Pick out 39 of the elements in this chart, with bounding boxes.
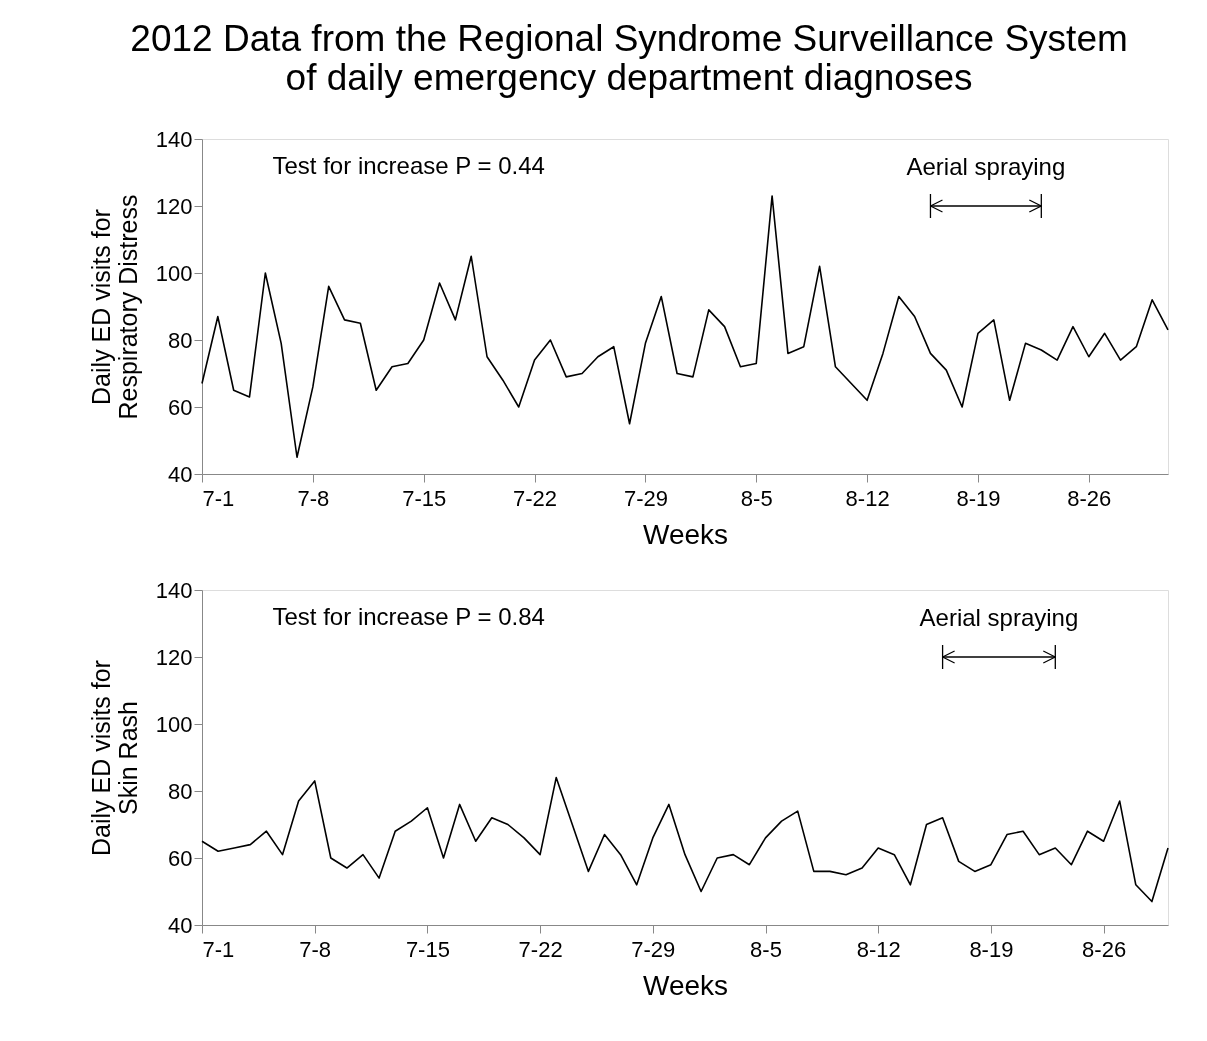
x-tick-label: 8-5 [750,936,782,962]
y-tick-label: 100 [155,260,193,286]
x-tick-label: 7-29 [623,485,668,511]
x-tick-label: 7-1 [202,485,235,511]
y-axis-title: Daily ED visits for Skin Rash [86,660,142,856]
y-tick-label: 120 [155,644,193,670]
x-tick-label: 8-12 [856,936,901,962]
y-tick-label: 140 [155,577,193,603]
y-tick-label: 100 [155,711,193,737]
x-tick-label: 8-19 [969,936,1014,962]
annotation: Test for increase P = 0.44 [272,152,545,179]
annotation: Aerial spraying [906,153,1066,180]
y-tick-label: 40 [168,912,193,938]
x-tick-label: 7-15 [405,936,450,962]
x-tick-label: 8-26 [1067,485,1112,511]
x-tick-label: 7-8 [299,936,332,962]
y-tick-label: 40 [168,461,193,487]
y-tick-label: 80 [168,778,193,804]
y-tick-label: 140 [155,126,193,152]
y-tick-label: 120 [155,193,193,219]
y-tick-label: 60 [168,845,193,871]
x-tick-label: 7-8 [297,485,330,511]
annotation: Test for increase P = 0.84 [272,603,545,630]
y-tick-label: 60 [168,394,193,420]
chart-title: 2012 Data from the Regional Syndrome Surveillance System of daily emergency department diagnoses [130,17,1128,98]
x-tick-label: 7-22 [513,485,558,511]
annotation: Aerial spraying [919,604,1079,631]
x-axis-title: Weeks [642,969,729,1001]
y-axis-title: Daily ED visits for Respiratory Distress [86,194,142,420]
x-tick-label: 7-29 [631,936,676,962]
x-axis-title: Weeks [642,518,729,550]
x-tick-label: 8-26 [1082,936,1127,962]
x-tick-label: 8-19 [956,485,1001,511]
x-tick-label: 8-12 [845,485,890,511]
y-tick-label: 80 [168,327,193,353]
x-tick-label: 8-5 [740,485,773,511]
x-tick-label: 7-1 [202,936,235,962]
x-tick-label: 7-15 [402,485,447,511]
x-tick-label: 7-22 [518,936,563,962]
